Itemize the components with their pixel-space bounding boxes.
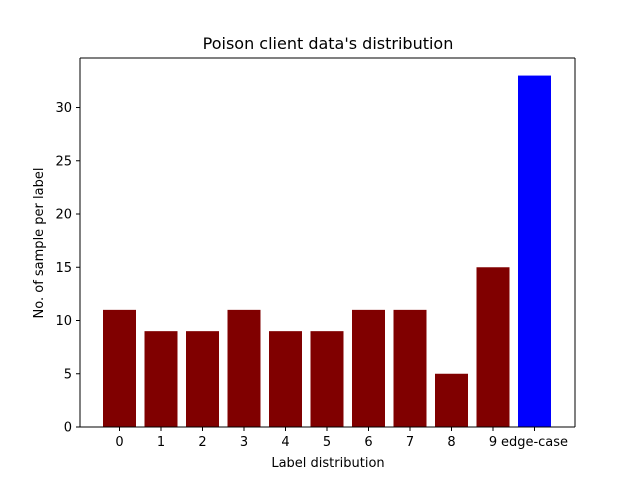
bar-4 — [269, 331, 302, 427]
y-axis-label: No. of sample per label — [32, 168, 47, 319]
y-tick-label-15: 15 — [55, 261, 72, 276]
bar-0 — [103, 309, 136, 427]
y-tick-label-20: 20 — [55, 208, 72, 223]
bar-edge-case — [518, 75, 551, 427]
x-tick-label-3: 3 — [240, 435, 248, 450]
bar-5 — [310, 331, 344, 427]
x-tick-label-8: 8 — [447, 435, 455, 450]
bar-2 — [186, 331, 219, 427]
x-tick-label-6: 6 — [364, 435, 372, 450]
x-tick-label-9: 9 — [489, 435, 497, 450]
bar-8 — [435, 373, 468, 427]
bar-9 — [476, 267, 510, 427]
x-tick-label-5: 5 — [323, 435, 331, 450]
bar-1 — [144, 331, 178, 427]
x-tick-label-0: 0 — [115, 435, 123, 450]
bar-7 — [393, 309, 427, 427]
bar-3 — [227, 309, 261, 427]
x-tick-label-4: 4 — [281, 435, 289, 450]
y-tick-label-10: 10 — [55, 314, 72, 329]
x-tick-label-edge-case: edge-case — [501, 435, 568, 450]
x-tick-label-2: 2 — [198, 435, 206, 450]
y-tick-label-30: 30 — [55, 101, 72, 116]
chart-title: Poison client data's distribution — [203, 34, 454, 53]
y-tick-label-0: 0 — [64, 421, 72, 436]
x-axis-label: Label distribution — [271, 456, 384, 471]
plot-area: 0 1 2 3 4 5 6 7 8 9 edge-case 0 5 10 15 20 25 30 — [55, 57, 576, 450]
y-tick-label-5: 5 — [64, 367, 72, 382]
bar-6 — [352, 309, 385, 427]
x-tick-label-7: 7 — [406, 435, 414, 450]
y-tick-label-25: 25 — [55, 154, 72, 169]
x-tick-label-1: 1 — [157, 435, 165, 450]
